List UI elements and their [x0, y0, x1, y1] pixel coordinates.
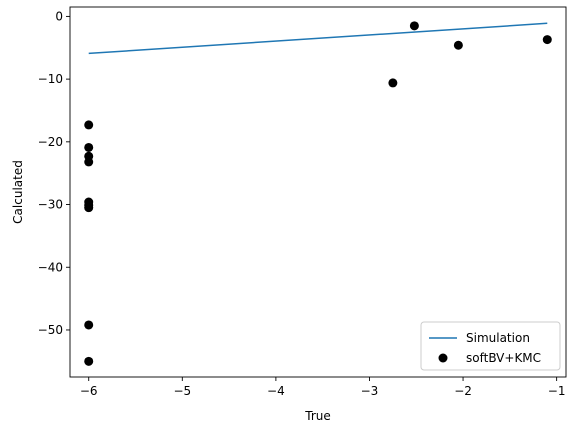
- y-axis-label: Calculated: [11, 160, 25, 224]
- data-point-softbv-kmc: [409, 21, 419, 31]
- x-tick-label: −6: [80, 384, 98, 398]
- y-tick-label: −40: [38, 260, 63, 274]
- x-tick-label: −4: [267, 384, 285, 398]
- y-tick-label: 0: [55, 9, 63, 23]
- y-axis: 0 −10 −20 −30 −40 −50: [38, 9, 70, 337]
- plot-background: [70, 7, 566, 377]
- data-point-softbv-kmc: [388, 78, 398, 88]
- y-tick-label: −20: [38, 135, 63, 149]
- y-tick-label: −30: [38, 198, 63, 212]
- x-axis: −6 −5 −4 −3 −2 −1: [80, 377, 566, 398]
- x-tick-label: −5: [173, 384, 191, 398]
- x-tick-label: −3: [361, 384, 379, 398]
- x-tick-label: −1: [548, 384, 566, 398]
- data-point-softbv-kmc: [453, 40, 463, 50]
- x-axis-label: True: [304, 409, 331, 423]
- data-point-softbv-kmc: [84, 320, 94, 330]
- legend-simulation-label: Simulation: [466, 331, 530, 345]
- legend-softbv-kmc-swatch: [438, 353, 448, 363]
- plot-frame: [69, 6, 567, 378]
- x-tick-label: −2: [454, 384, 472, 398]
- data-point-softbv-kmc: [84, 356, 94, 366]
- legend-box: [420, 321, 561, 371]
- legend-softbv-kmc-label: softBV+KMC: [466, 351, 541, 365]
- data-point-softbv-kmc: [84, 157, 94, 167]
- series-layer: [84, 21, 552, 366]
- data-point-softbv-kmc: [84, 142, 94, 152]
- data-point-softbv-kmc: [84, 120, 94, 130]
- y-tick-label: −10: [38, 72, 63, 86]
- data-point-softbv-kmc: [542, 35, 552, 45]
- data-point-softbv-kmc: [84, 203, 94, 213]
- series-line-simulation: [88, 22, 548, 55]
- legend: Simulation softBV+KMC: [420, 321, 561, 371]
- y-tick-label: −50: [38, 323, 63, 337]
